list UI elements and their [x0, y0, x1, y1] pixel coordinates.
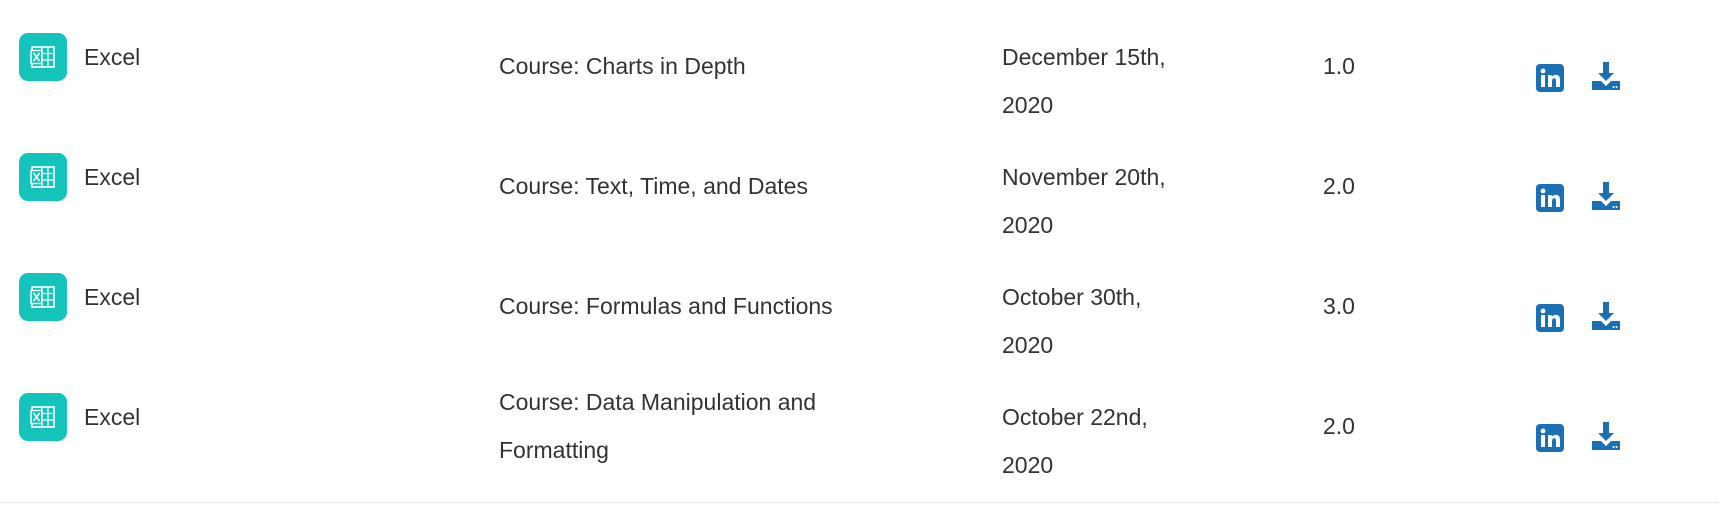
completion-date: December 15th, 2020	[1002, 33, 1222, 129]
download-icon[interactable]	[1591, 61, 1621, 91]
date-line: November 20th,	[1002, 164, 1166, 190]
linkedin-icon[interactable]	[1536, 304, 1564, 332]
date-line: October 22nd,	[1002, 404, 1148, 430]
course-title: Course: Text, Time, and Dates	[499, 173, 808, 199]
completion-date: October 30th, 2020	[1002, 273, 1222, 369]
app-name: Excel	[84, 164, 141, 190]
table-row: Excel Course: Formulas and Functions Oct…	[0, 240, 1719, 360]
date-year: 2020	[1002, 92, 1054, 118]
download-icon[interactable]	[1591, 421, 1621, 451]
course-title: Course: Formulas and Functions	[499, 293, 833, 319]
app-name: Excel	[84, 284, 141, 310]
table-row: Excel Course: Text, Time, and Dates Nove…	[0, 120, 1719, 240]
date-year: 2020	[1002, 212, 1054, 238]
credits: 2.0	[1323, 173, 1355, 199]
linkedin-icon[interactable]	[1536, 424, 1564, 452]
excel-icon	[19, 33, 67, 81]
credits: 1.0	[1323, 53, 1355, 79]
table-row: Excel Course: Charts in Depth December 1…	[0, 0, 1719, 120]
course-title: Course: Charts in Depth	[499, 53, 746, 79]
date-line: October 30th,	[1002, 284, 1142, 310]
completion-date: November 20th, 2020	[1002, 153, 1222, 249]
certificates-table: Excel Course: Charts in Depth December 1…	[0, 0, 1719, 503]
linkedin-icon[interactable]	[1536, 64, 1564, 92]
app-name: Excel	[84, 44, 141, 70]
credits: 2.0	[1323, 413, 1355, 439]
app-name: Excel	[84, 404, 141, 430]
date-line: December 15th,	[1002, 44, 1166, 70]
download-icon[interactable]	[1591, 181, 1621, 211]
excel-icon	[19, 153, 67, 201]
credits: 3.0	[1323, 293, 1355, 319]
download-icon[interactable]	[1591, 301, 1621, 331]
linkedin-icon[interactable]	[1536, 184, 1564, 212]
completion-date: October 22nd, 2020	[1002, 393, 1222, 489]
table-row: Excel Course: Data Manipulation and Form…	[0, 360, 1719, 480]
excel-icon	[19, 393, 67, 441]
date-year: 2020	[1002, 332, 1054, 358]
excel-icon	[19, 273, 67, 321]
course-title: Course: Data Manipulation and Formatting	[499, 389, 817, 463]
date-year: 2020	[1002, 452, 1054, 478]
